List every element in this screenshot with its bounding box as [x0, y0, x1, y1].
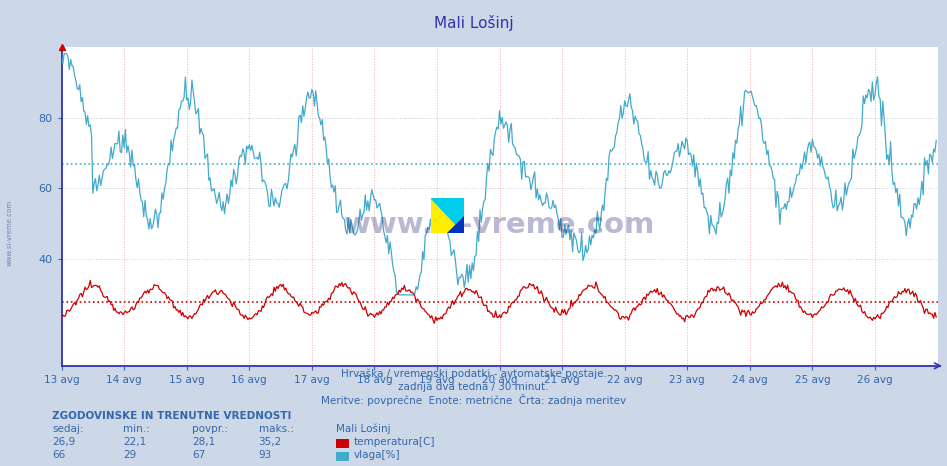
- Text: 67: 67: [192, 450, 205, 459]
- Text: vlaga[%]: vlaga[%]: [353, 450, 400, 459]
- Text: Meritve: povprečne  Enote: metrične  Črta: zadnja meritev: Meritve: povprečne Enote: metrične Črta:…: [321, 394, 626, 405]
- Text: temperatura[C]: temperatura[C]: [353, 437, 435, 446]
- Text: ZGODOVINSKE IN TRENUTNE VREDNOSTI: ZGODOVINSKE IN TRENUTNE VREDNOSTI: [52, 411, 292, 421]
- Polygon shape: [448, 215, 464, 233]
- Text: 28,1: 28,1: [192, 437, 216, 446]
- Text: Hrvaška / vremenski podatki - avtomatske postaje.: Hrvaška / vremenski podatki - avtomatske…: [341, 368, 606, 378]
- Polygon shape: [431, 198, 464, 233]
- Text: 66: 66: [52, 450, 65, 459]
- Text: www.si-vreme.com: www.si-vreme.com: [344, 212, 655, 240]
- Text: Mali Lošinj: Mali Lošinj: [434, 15, 513, 31]
- Text: maks.:: maks.:: [259, 424, 294, 434]
- Text: 29: 29: [123, 450, 136, 459]
- Text: zadnja dva tedna / 30 minut.: zadnja dva tedna / 30 minut.: [399, 382, 548, 392]
- Text: 22,1: 22,1: [123, 437, 147, 446]
- Text: 26,9: 26,9: [52, 437, 76, 446]
- Text: 93: 93: [259, 450, 272, 459]
- Text: povpr.:: povpr.:: [192, 424, 228, 434]
- Text: Mali Lošinj: Mali Lošinj: [336, 424, 391, 434]
- Polygon shape: [431, 198, 464, 233]
- Text: 35,2: 35,2: [259, 437, 282, 446]
- Text: www.si-vreme.com: www.si-vreme.com: [7, 200, 12, 266]
- Text: min.:: min.:: [123, 424, 150, 434]
- Text: sedaj:: sedaj:: [52, 424, 83, 434]
